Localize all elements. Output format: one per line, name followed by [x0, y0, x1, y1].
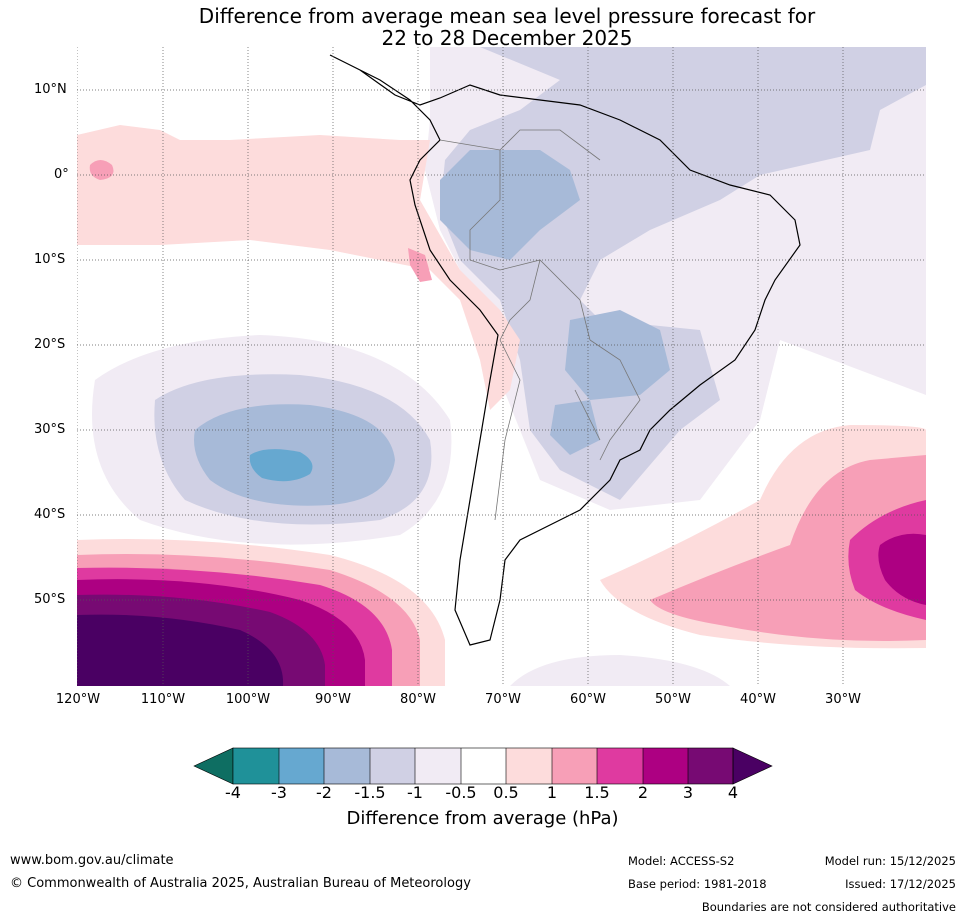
- contour-central-blue-2: [550, 400, 600, 455]
- colorbar-upper-extend: [732, 747, 773, 785]
- issued-date: Issued: 17/12/2025: [845, 877, 956, 891]
- colorbar-bin-3: [324, 748, 370, 784]
- colorbar: [193, 747, 773, 785]
- lon-label-40w: 40°W: [740, 692, 776, 707]
- colorbar-tick: -3: [271, 783, 287, 802]
- lat-label-20s: 20°S: [34, 337, 66, 352]
- title-line-1: Difference from average mean sea level p…: [198, 4, 816, 28]
- lon-label-30w: 30°W: [825, 692, 861, 707]
- boundaries-disclaimer: Boundaries are not considered authoritat…: [701, 900, 956, 914]
- colorbar-bin-5: [415, 748, 461, 784]
- colorbar-tick: 3: [682, 783, 694, 802]
- colorbar-bin-9: [597, 748, 643, 784]
- colorbar-bin-10: [643, 748, 688, 784]
- lon-label-90w: 90°W: [315, 692, 351, 707]
- country-borders: [439, 129, 641, 521]
- colorbar-tick: -1.5: [354, 783, 386, 802]
- colorbar-label: Difference from average (hPa): [346, 808, 619, 829]
- colorbar-bin-4: [370, 748, 415, 784]
- contour-spac-dark-purple: [77, 614, 284, 686]
- colorbar-bin-2: [279, 748, 324, 784]
- lon-label-60w: 60°W: [570, 692, 606, 707]
- contour-satl-pink: [650, 455, 926, 641]
- lon-label-120w: 120°W: [55, 692, 101, 707]
- contour-south-lavender: [510, 655, 730, 686]
- model-name: Model: ACCESS-S2: [628, 854, 735, 868]
- anomaly-field: [77, 47, 926, 686]
- lat-label-10s: 10°S: [34, 252, 66, 267]
- base-period: Base period: 1981-2018: [628, 877, 767, 891]
- lon-label-110w: 110°W: [140, 692, 186, 707]
- colorbar-tick: -2: [316, 783, 332, 802]
- lon-label-50w: 50°W: [655, 692, 691, 707]
- website-link[interactable]: www.bom.gov.au/climate: [10, 853, 174, 868]
- colorbar-tick: -1: [407, 783, 423, 802]
- model-run-date: Model run: 15/12/2025: [824, 854, 956, 868]
- lat-label-0: 0°: [54, 167, 69, 182]
- colorbar-tick: 1.5: [584, 783, 610, 802]
- colorbar-tick: 0.5: [493, 783, 519, 802]
- lat-label-30s: 30°S: [34, 422, 66, 437]
- colorbar-tick: -4: [225, 783, 241, 802]
- title-line-2: 22 to 28 December 2025: [381, 26, 633, 50]
- contour-central-blue: [565, 310, 670, 400]
- contour-north-blue-2: [440, 150, 580, 260]
- colorbar-tick: 4: [727, 783, 739, 802]
- lon-label-100w: 100°W: [225, 692, 271, 707]
- contour-satl-deep-magenta: [878, 533, 926, 605]
- colorbar-bin-8: [552, 748, 597, 784]
- colorbar-tick: -0.5: [445, 783, 477, 802]
- lat-label-10n: 10°N: [34, 82, 67, 97]
- colorbar-bin-7: [506, 748, 552, 784]
- lon-label-80w: 80°W: [400, 692, 436, 707]
- contour-peru-pink-spot: [408, 248, 432, 282]
- colorbar-bin-11: [688, 748, 733, 784]
- colorbar-bin-6: [461, 748, 506, 784]
- graticule: [77, 47, 926, 686]
- contour-sep-blue-3: [249, 449, 313, 482]
- colorbar-bin-1: [233, 748, 279, 784]
- lat-label-50s: 50°S: [34, 592, 66, 607]
- contour-equatorial-pink: [77, 125, 520, 410]
- lon-label-70w: 70°W: [485, 692, 521, 707]
- lat-label-40s: 40°S: [34, 507, 66, 522]
- copyright-text: © Commonwealth of Australia 2025, Austra…: [10, 876, 471, 891]
- colorbar-tick: 2: [637, 783, 649, 802]
- colorbar-lower-extend: [193, 747, 234, 785]
- south-america-coastline: [329, 54, 801, 646]
- contour-north-blue: [440, 47, 926, 500]
- colorbar-tick: 1: [546, 783, 558, 802]
